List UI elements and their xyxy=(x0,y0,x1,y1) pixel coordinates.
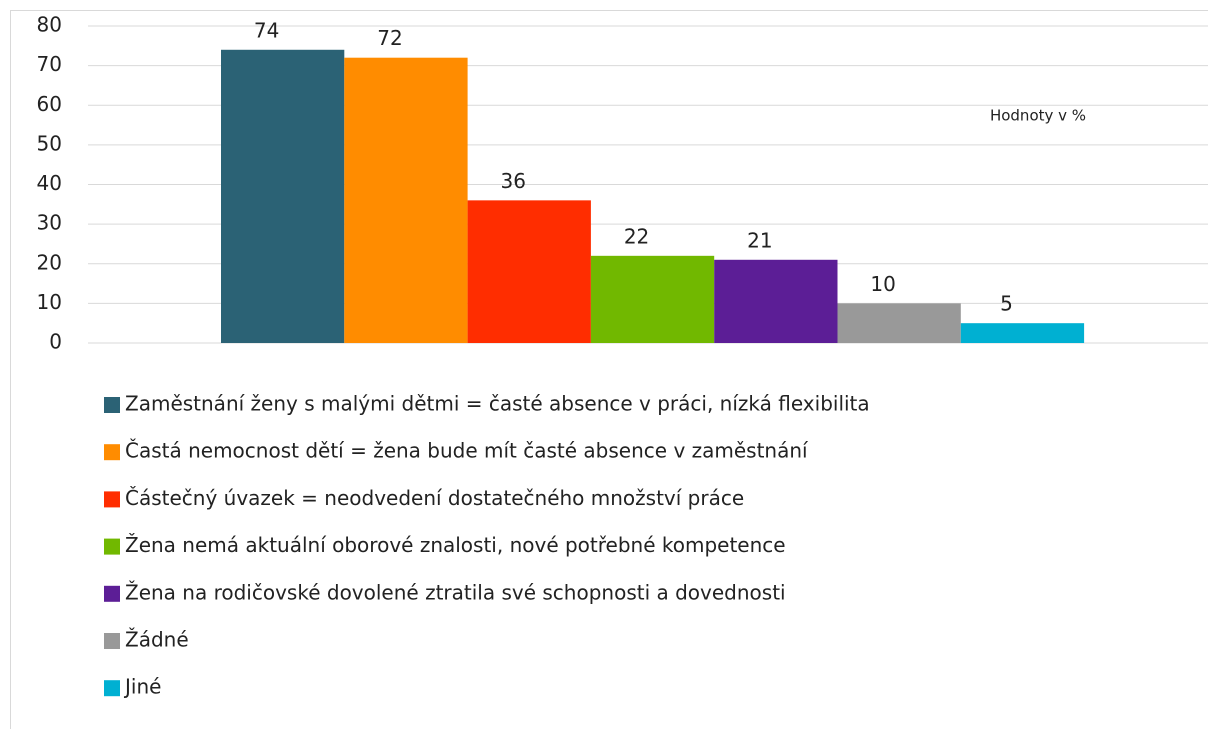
bar xyxy=(960,323,1085,343)
legend-swatch xyxy=(104,680,120,697)
y-tick-label: 10 xyxy=(37,290,62,314)
legend-label: Žádné xyxy=(125,628,189,652)
data-label: 22 xyxy=(624,224,649,248)
y-tick-label: 30 xyxy=(37,211,62,235)
legend-swatch xyxy=(104,633,120,649)
legend-label: Zaměstnání ženy s malými dětmi = časté a… xyxy=(125,392,870,416)
bar xyxy=(590,255,715,343)
frame xyxy=(10,10,1208,729)
bar xyxy=(344,57,468,343)
y-tick-label: 70 xyxy=(37,52,62,76)
bar xyxy=(714,259,838,343)
data-label: 21 xyxy=(747,228,772,252)
data-label: 5 xyxy=(1000,292,1013,316)
legend-label: Částečný úvazek = neodvedení dostatečnéh… xyxy=(125,486,744,510)
legend-swatch xyxy=(104,444,120,461)
annotation: Hodnoty v % xyxy=(990,107,1086,125)
y-tick-label: 40 xyxy=(37,171,62,195)
legend-swatch xyxy=(104,491,120,508)
data-label: 72 xyxy=(377,26,402,50)
y-tick-label: 80 xyxy=(37,13,62,37)
bar xyxy=(221,49,345,344)
data-label: 36 xyxy=(501,169,526,193)
legend-label: Žena nemá aktuální oborové znalosti, nov… xyxy=(125,533,786,557)
y-tick-label: 50 xyxy=(37,131,62,155)
data-label: 10 xyxy=(870,272,895,296)
bar xyxy=(467,200,591,343)
legend-label: Jiné xyxy=(123,675,161,699)
y-tick-label: 20 xyxy=(37,250,62,274)
legend-label: Častá nemocnost dětí = žena bude mít čas… xyxy=(125,439,809,463)
legend-swatch xyxy=(104,538,120,555)
y-tick-label: 60 xyxy=(37,92,62,116)
legend-label: Žena na rodičovské dovolené ztratila své… xyxy=(125,580,786,604)
bar xyxy=(837,303,961,343)
legend-swatch xyxy=(104,397,120,413)
data-label: 74 xyxy=(254,18,279,42)
legend-swatch xyxy=(104,585,120,602)
y-tick-label: 0 xyxy=(49,330,62,354)
